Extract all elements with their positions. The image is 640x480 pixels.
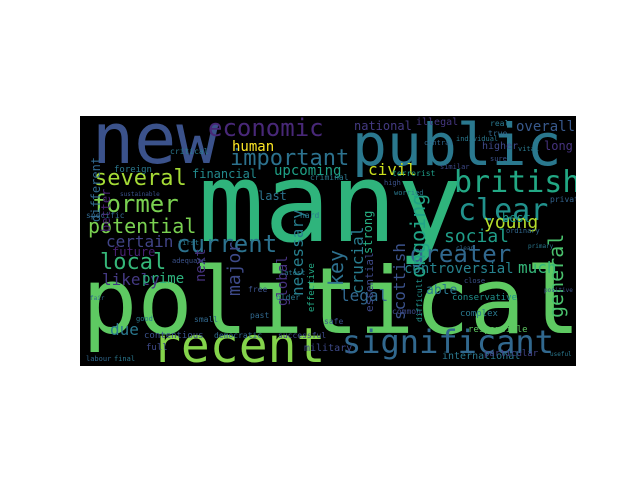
cloud-word: final bbox=[114, 355, 136, 363]
cloud-word: sustainable bbox=[120, 191, 160, 198]
cloud-word: much bbox=[518, 258, 557, 277]
cloud-word: certain bbox=[106, 232, 174, 251]
cloud-word: small bbox=[194, 315, 219, 324]
cloud-word: foreign bbox=[114, 165, 152, 175]
cloud-word: best bbox=[502, 211, 531, 225]
cloud-word: safe bbox=[324, 317, 344, 326]
cloud-word: labour bbox=[86, 355, 112, 363]
cloud-word: ordinary bbox=[506, 227, 540, 235]
cloud-word: latest bbox=[280, 269, 306, 277]
cloud-word: several bbox=[94, 166, 187, 191]
cloud-word: contentious bbox=[144, 331, 204, 341]
cloud-word: responsible bbox=[468, 325, 528, 335]
cloud-word: good bbox=[136, 315, 153, 323]
word-cloud: many political new public recent signifi… bbox=[80, 116, 576, 366]
cloud-word: public bbox=[352, 116, 562, 179]
cloud-word: international bbox=[442, 351, 521, 362]
cloud-word: criminal bbox=[310, 173, 349, 182]
cloud-word: human bbox=[232, 139, 275, 155]
cloud-word: long bbox=[544, 139, 573, 153]
cloud-word: political bbox=[82, 248, 576, 355]
cloud-word: older bbox=[276, 293, 301, 302]
cloud-word: worried bbox=[394, 189, 424, 197]
cloud-word: strong bbox=[361, 210, 375, 254]
cloud-word: conservative bbox=[452, 293, 518, 303]
cloud-word: specific bbox=[86, 211, 125, 220]
cloud-word: critical bbox=[170, 147, 209, 156]
cloud-word: adequate bbox=[172, 257, 206, 265]
cloud-word: national bbox=[354, 119, 412, 133]
cloud-word: higher bbox=[482, 141, 519, 152]
cloud-word: significant bbox=[342, 323, 554, 361]
cloud-word: individual bbox=[456, 135, 499, 143]
cloud-word: particular bbox=[484, 349, 539, 359]
cloud-word: complex bbox=[460, 309, 498, 319]
cloud-word: young bbox=[484, 212, 539, 233]
cloud-word: able bbox=[426, 283, 458, 298]
cloud-word: new bbox=[92, 116, 219, 180]
cloud-word: effective bbox=[307, 263, 317, 312]
cloud-word: positive bbox=[544, 287, 573, 294]
cloud-word: useful bbox=[550, 351, 572, 358]
cloud-word: true bbox=[488, 129, 508, 138]
cloud-word: former bbox=[92, 190, 179, 218]
cloud-word: upcoming bbox=[274, 163, 342, 179]
cloud-word: vital bbox=[518, 145, 540, 153]
cloud-word: important bbox=[230, 146, 350, 171]
cloud-word: due bbox=[110, 320, 139, 339]
cloud-word: future bbox=[112, 245, 156, 259]
cloud-word: high bbox=[384, 179, 401, 187]
cloud-word: major bbox=[224, 241, 245, 296]
cloud-word: fair bbox=[90, 295, 105, 302]
cloud-word: financial bbox=[192, 167, 258, 181]
cloud-word: necessary bbox=[288, 209, 307, 296]
cloud-word: social bbox=[444, 226, 510, 247]
cloud-word: real bbox=[490, 119, 510, 128]
cloud-word: terrorist bbox=[392, 169, 436, 178]
cloud-word: potential bbox=[88, 214, 197, 238]
cloud-word: clean bbox=[456, 245, 475, 252]
cloud-word: essential bbox=[363, 252, 376, 312]
cloud-word: private bbox=[550, 195, 576, 204]
cloud-word: difficult bbox=[415, 278, 424, 322]
cloud-word: hard bbox=[300, 211, 320, 220]
cloud-word: legal bbox=[340, 286, 389, 305]
cloud-word: similar bbox=[440, 163, 470, 171]
cloud-word: local bbox=[100, 250, 167, 275]
cloud-word: clear bbox=[458, 193, 549, 228]
cloud-word: greater bbox=[410, 240, 512, 268]
cloud-word: military bbox=[304, 343, 353, 354]
cloud-word: recent bbox=[152, 318, 326, 366]
cloud-word: close bbox=[464, 277, 486, 285]
cloud-word: next bbox=[193, 248, 209, 282]
cloud-word: free bbox=[248, 285, 268, 294]
cloud-word: current bbox=[176, 230, 278, 258]
cloud-word: economic bbox=[208, 116, 324, 142]
cloud-word: primary bbox=[528, 243, 554, 250]
cloud-word: central bbox=[424, 139, 454, 147]
cloud-word: first bbox=[178, 239, 200, 247]
cloud-word: prime bbox=[142, 271, 185, 287]
cloud-word: likely bbox=[102, 270, 160, 289]
cloud-word: sure bbox=[490, 155, 507, 163]
cloud-word: full bbox=[146, 343, 168, 353]
cloud-word: democratic bbox=[214, 331, 263, 340]
cloud-word: common bbox=[392, 307, 421, 316]
cloud-word: last bbox=[258, 189, 287, 203]
cloud-word: british bbox=[454, 165, 576, 200]
cloud-word: illegal bbox=[416, 117, 459, 128]
cloud-word: many bbox=[198, 139, 463, 267]
cloud-word: past bbox=[250, 311, 270, 320]
cloud-word: overall bbox=[516, 119, 576, 135]
cloud-word: successful bbox=[278, 331, 327, 340]
cloud-word: controversial bbox=[404, 261, 514, 277]
cloud-word: civil bbox=[368, 160, 417, 179]
cloud-word: key bbox=[324, 249, 348, 286]
